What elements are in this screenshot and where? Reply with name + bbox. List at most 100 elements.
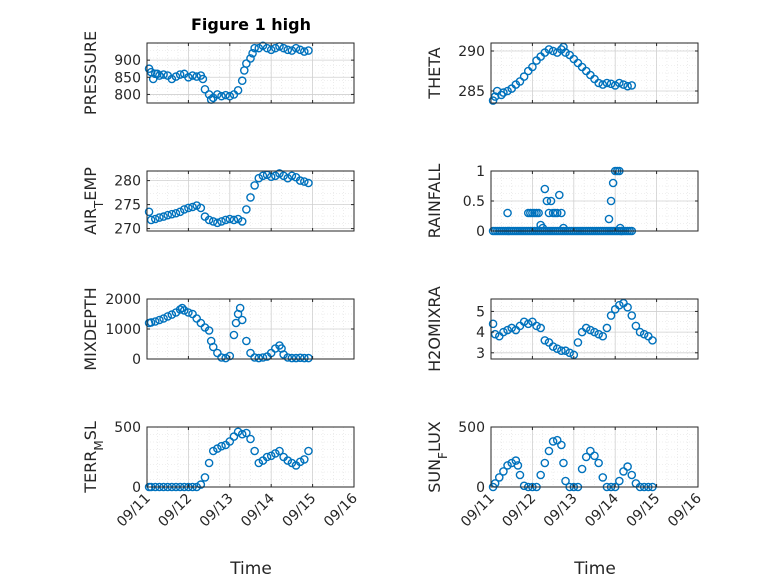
data-point [604, 214, 614, 224]
data-point [150, 214, 160, 224]
axes-box [146, 426, 355, 488]
data-point [295, 353, 305, 363]
data-point [598, 473, 608, 482]
data-point [221, 90, 230, 100]
data-point [602, 78, 612, 88]
y-tick-label: 3 [476, 346, 485, 362]
h2omixra-ylabel: H2OMIXRA [425, 286, 444, 372]
data-point [557, 346, 566, 356]
data-point [254, 353, 264, 363]
data-point [561, 346, 570, 356]
data-point [606, 196, 616, 206]
data-point [300, 47, 309, 56]
data-point [266, 45, 276, 55]
data-point [497, 90, 506, 100]
data-point [217, 353, 226, 362]
data-point [250, 181, 259, 190]
data-point [552, 344, 562, 353]
data-point [229, 215, 239, 225]
air_temp-panel: 270 275 280 AIRTEMP [81, 167, 355, 238]
axes-box [490, 298, 699, 360]
data-point [192, 201, 201, 210]
data-point [503, 325, 512, 335]
data-point [581, 66, 591, 76]
data-point [271, 43, 280, 53]
data-point [171, 72, 181, 81]
data-point [627, 81, 637, 90]
x-tick-label: 09/13 [541, 491, 581, 531]
data-point [200, 84, 210, 94]
y-tick-label: 0 [476, 480, 485, 496]
data-point [184, 72, 193, 82]
data-point [237, 429, 247, 439]
y-tick-label: 1000 [105, 322, 141, 338]
data-point [304, 46, 313, 55]
data-point [559, 458, 568, 468]
data-point [304, 446, 313, 456]
data-point [594, 458, 603, 468]
x-tick-label: 09/15 [280, 491, 320, 531]
x-tick-label: 09/13 [197, 491, 237, 531]
data-point [221, 215, 230, 225]
data-point [254, 173, 264, 183]
data-point [515, 470, 525, 480]
data-point [167, 209, 177, 219]
data-point [262, 452, 272, 462]
data-point [233, 86, 243, 95]
y-tick-label: 1 [476, 164, 485, 180]
data-point [198, 74, 208, 84]
y-tick-label: 500 [114, 420, 141, 436]
data-point [275, 446, 284, 456]
y-tick-label: 0 [132, 480, 141, 496]
x-tick-label: 09/12 [155, 491, 195, 531]
x-tick-label: 09/15 [624, 491, 664, 531]
y-tick-label: 270 [114, 222, 141, 238]
data-point [519, 481, 529, 491]
data-point [144, 207, 154, 217]
data-point [237, 315, 247, 325]
data-point [513, 461, 523, 470]
theta-ylabel: THETA [425, 47, 444, 99]
data-point [602, 323, 612, 333]
x-axis-label-right: Time [573, 559, 616, 579]
data-point [542, 196, 552, 206]
data-point [546, 196, 556, 206]
h2omixra-panel: 3 4 5 H2OMIXRA [425, 286, 699, 372]
data-point [619, 80, 628, 89]
axes-box [146, 170, 355, 232]
data-point [534, 208, 543, 218]
y-tick-label: 285 [458, 84, 485, 100]
data-point [503, 208, 512, 218]
data-point [271, 449, 280, 458]
data-point [229, 330, 239, 340]
axes-box [490, 426, 699, 488]
axes-box [146, 42, 355, 104]
data-point [619, 467, 628, 476]
data-point [254, 43, 264, 53]
y-tick-label: 2000 [105, 292, 141, 308]
data-point [590, 451, 599, 461]
data-point [610, 81, 620, 90]
data-point [221, 353, 230, 363]
data-point [552, 435, 562, 445]
data-point [248, 48, 257, 58]
data-point [246, 54, 255, 63]
data-point [163, 210, 172, 220]
data-point [565, 348, 574, 358]
data-point [204, 458, 214, 468]
data-point [540, 336, 550, 345]
y-tick-label: 290 [458, 44, 485, 60]
data-point [561, 48, 570, 57]
data-point [155, 71, 164, 80]
data-point [503, 461, 512, 470]
data-point [208, 342, 218, 352]
data-point [159, 314, 168, 323]
y-tick-label: 0 [476, 224, 485, 240]
data-point [577, 62, 587, 72]
data-point [250, 43, 259, 53]
data-point [213, 218, 222, 228]
data-point [146, 215, 156, 225]
y-tick-label: 280 [114, 174, 141, 190]
y-tick-label: 0 [132, 352, 141, 368]
